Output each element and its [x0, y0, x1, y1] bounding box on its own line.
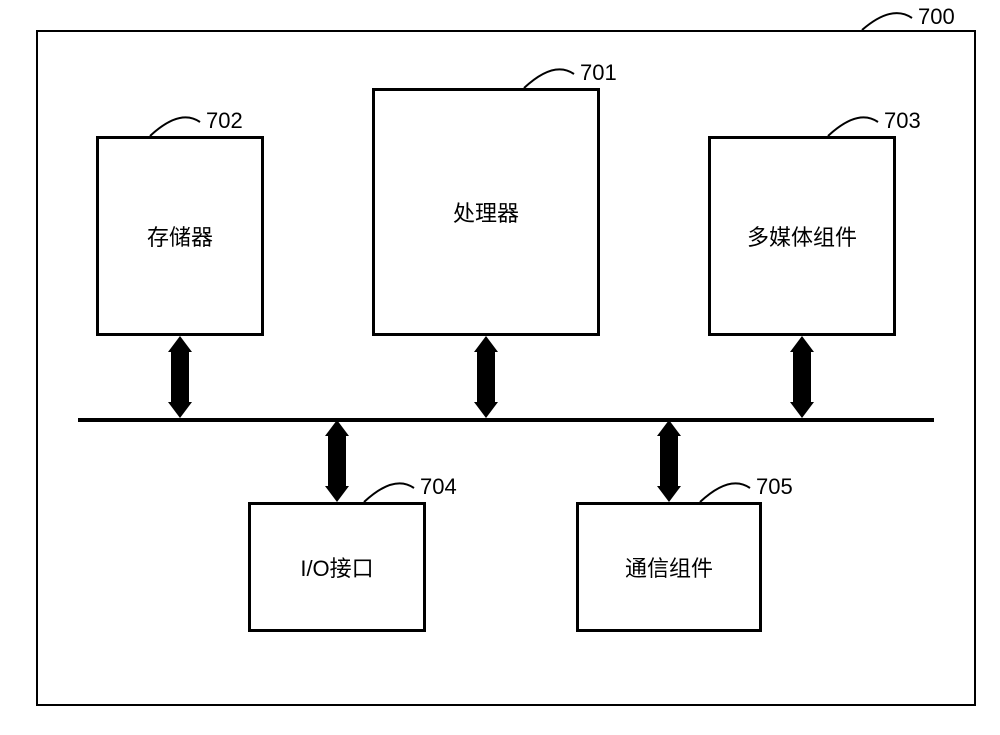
diagram-canvas: 700存储器702处理器701多媒体组件703I/O接口704通信组件705 — [0, 0, 1000, 735]
bus-arrow-705 — [0, 0, 1000, 735]
